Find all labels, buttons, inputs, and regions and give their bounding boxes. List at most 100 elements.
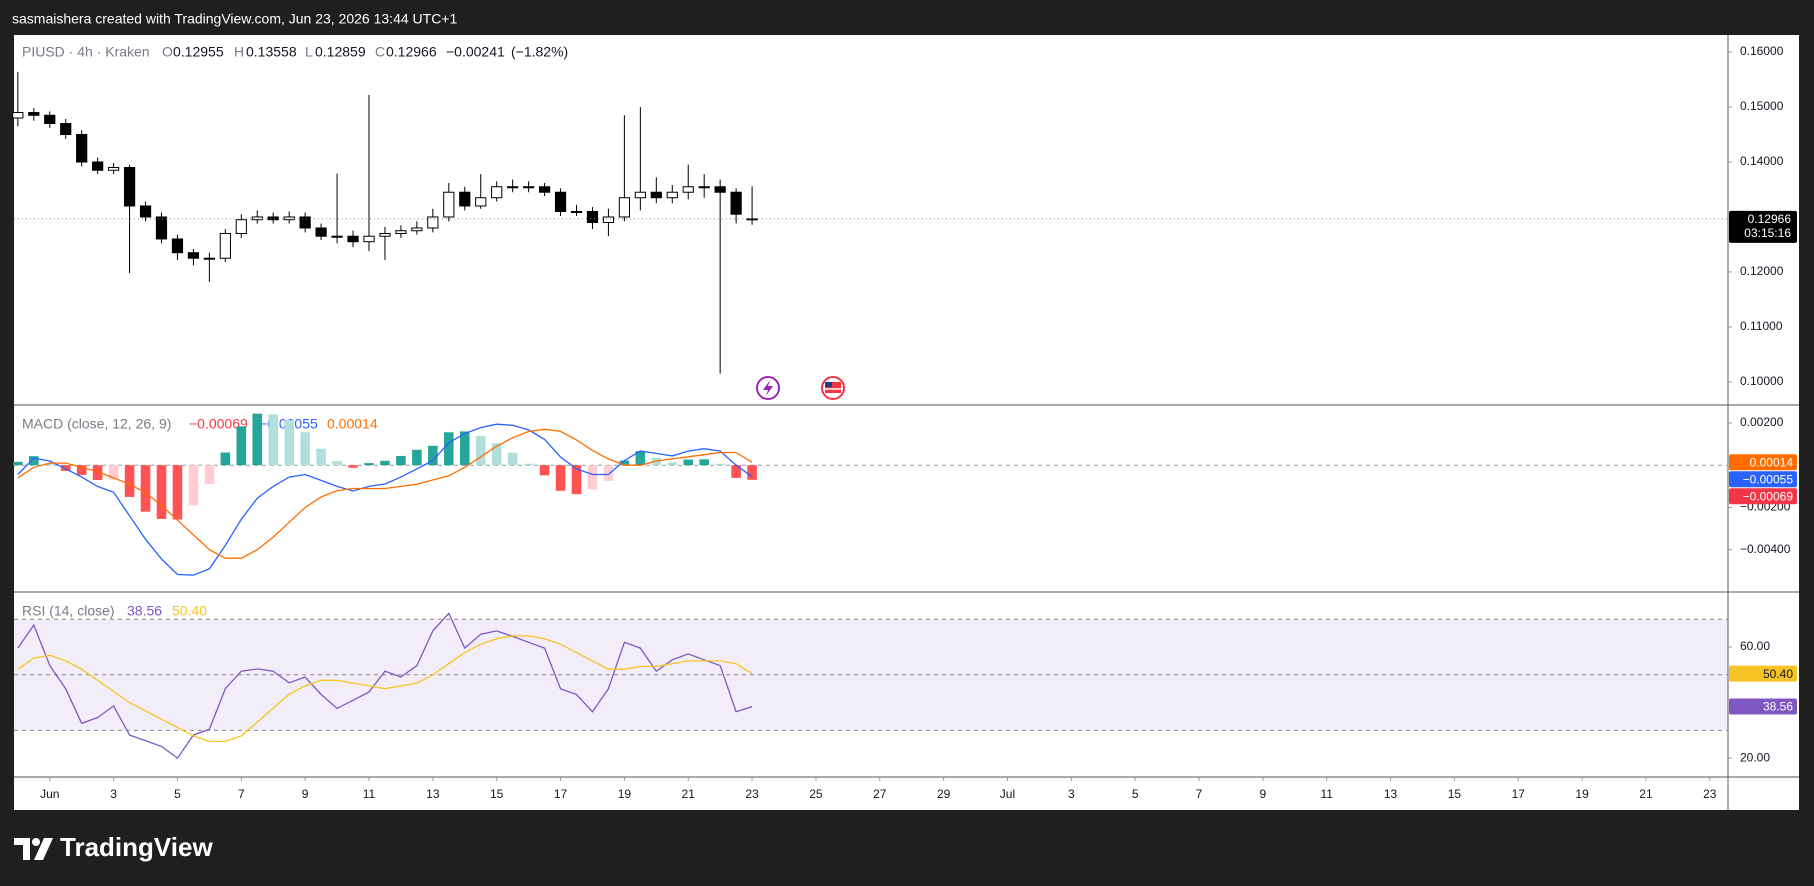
price-badge-label: −0.00055 bbox=[1743, 472, 1794, 486]
candle-body bbox=[267, 216, 279, 221]
candle-body bbox=[427, 216, 439, 229]
histogram-bar bbox=[124, 465, 135, 497]
legend-value: 0.13558 bbox=[246, 44, 297, 60]
histogram-bar bbox=[459, 431, 470, 466]
candle-body bbox=[76, 134, 88, 163]
price-badge bbox=[1729, 454, 1797, 471]
change-pct: (−1.82%) bbox=[511, 44, 568, 60]
histogram-bar bbox=[380, 460, 390, 466]
candle-body bbox=[107, 166, 120, 171]
last-price-badge bbox=[1729, 210, 1797, 243]
x-tick-label: 23 bbox=[1703, 787, 1717, 801]
histogram-bar bbox=[587, 465, 598, 490]
x-tick-label: 11 bbox=[1320, 787, 1333, 801]
candle-body bbox=[523, 186, 535, 189]
legend-value: 0.12859 bbox=[315, 44, 366, 60]
x-tick-label: 21 bbox=[1639, 787, 1653, 801]
candle-body bbox=[92, 161, 104, 171]
macd-line bbox=[17, 423, 753, 576]
x-tick-label: 3 bbox=[110, 787, 117, 801]
histogram-bar bbox=[29, 456, 39, 466]
histogram-bar bbox=[635, 451, 646, 466]
candle-body bbox=[666, 191, 678, 199]
candle-body bbox=[235, 219, 247, 234]
y-tick-label: 0.12000 bbox=[1740, 264, 1784, 278]
candle-body bbox=[139, 205, 152, 218]
candle-body bbox=[28, 112, 40, 116]
price-badge bbox=[1729, 665, 1797, 682]
x-tick-label: 5 bbox=[174, 787, 181, 801]
last-price-label: 0.12966 bbox=[1748, 212, 1792, 226]
histogram-bar bbox=[252, 413, 263, 466]
histogram-bar bbox=[172, 465, 183, 520]
candle-body bbox=[155, 216, 168, 240]
x-tick-label: 7 bbox=[238, 787, 245, 801]
histogram-bar bbox=[188, 465, 199, 506]
x-tick-label: 25 bbox=[809, 787, 823, 801]
candle-body bbox=[602, 216, 615, 223]
candle-body bbox=[219, 232, 231, 259]
candle-body bbox=[379, 232, 391, 237]
x-tick-label: 7 bbox=[1196, 787, 1203, 801]
x-tick-label: 17 bbox=[554, 787, 568, 801]
event-icon[interactable] bbox=[756, 376, 780, 400]
candle-body bbox=[475, 197, 487, 207]
x-tick-label: 17 bbox=[1512, 787, 1526, 801]
histogram-bar bbox=[284, 420, 294, 466]
x-tick-label: 9 bbox=[1260, 787, 1267, 801]
x-tick-label: 29 bbox=[937, 787, 951, 801]
x-tick-label: 5 bbox=[1132, 787, 1139, 801]
legend-value: 38.56 bbox=[127, 603, 162, 619]
histogram-bar bbox=[76, 465, 87, 475]
candle-body bbox=[650, 191, 662, 199]
legend-value: −0.00069 bbox=[189, 416, 248, 432]
x-tick-label: 11 bbox=[363, 787, 376, 801]
histogram-bar bbox=[747, 465, 757, 480]
histogram-bar bbox=[364, 463, 374, 466]
logo: TradingView bbox=[14, 832, 213, 862]
x-tick-label: 3 bbox=[1068, 787, 1075, 801]
histogram-bar bbox=[108, 465, 119, 480]
price-badge bbox=[1729, 698, 1797, 715]
candle-body bbox=[123, 166, 136, 207]
chart-area bbox=[14, 35, 1799, 810]
price-badge bbox=[1729, 471, 1797, 488]
histogram-bar bbox=[348, 465, 358, 468]
histogram-bar bbox=[412, 449, 422, 466]
candle-body bbox=[586, 210, 599, 223]
y-tick-label: 0.00200 bbox=[1740, 415, 1784, 429]
candle-body bbox=[538, 186, 551, 193]
symbol: PIUSD · 4h · Kraken bbox=[22, 44, 150, 60]
rsi-line bbox=[17, 635, 753, 743]
histogram-bar bbox=[44, 463, 55, 466]
candle-body bbox=[634, 191, 646, 199]
histogram-bar bbox=[268, 414, 279, 466]
countdown: 03:15:16 bbox=[1744, 226, 1791, 240]
histogram-bar bbox=[683, 459, 694, 466]
histogram-bar bbox=[475, 436, 486, 466]
change: −0.00241 bbox=[446, 44, 505, 60]
candle-body bbox=[507, 186, 519, 189]
candle-body bbox=[395, 230, 407, 234]
price-badge-label: −0.00069 bbox=[1743, 489, 1794, 503]
histogram-bar bbox=[156, 465, 167, 519]
legend-value: 0.12955 bbox=[173, 44, 224, 60]
y-tick-label: 0.10000 bbox=[1740, 374, 1784, 388]
y-tick-label: 0.15000 bbox=[1740, 99, 1784, 113]
candle-body bbox=[730, 191, 742, 215]
histogram-bar bbox=[619, 460, 630, 466]
event-icon[interactable] bbox=[821, 376, 845, 400]
histogram-bar bbox=[667, 462, 678, 466]
legend-key: L bbox=[305, 44, 313, 60]
candle-body bbox=[187, 252, 200, 259]
y-tick-label: 0.11000 bbox=[1740, 319, 1783, 333]
histogram-bar bbox=[491, 443, 502, 466]
candle-body bbox=[682, 186, 694, 193]
x-tick-label: 19 bbox=[618, 787, 632, 801]
candle-body bbox=[171, 238, 184, 254]
histogram-bar bbox=[428, 445, 438, 466]
histogram-bar bbox=[523, 463, 534, 466]
histogram-bar bbox=[300, 432, 310, 466]
candle-body bbox=[746, 218, 758, 221]
